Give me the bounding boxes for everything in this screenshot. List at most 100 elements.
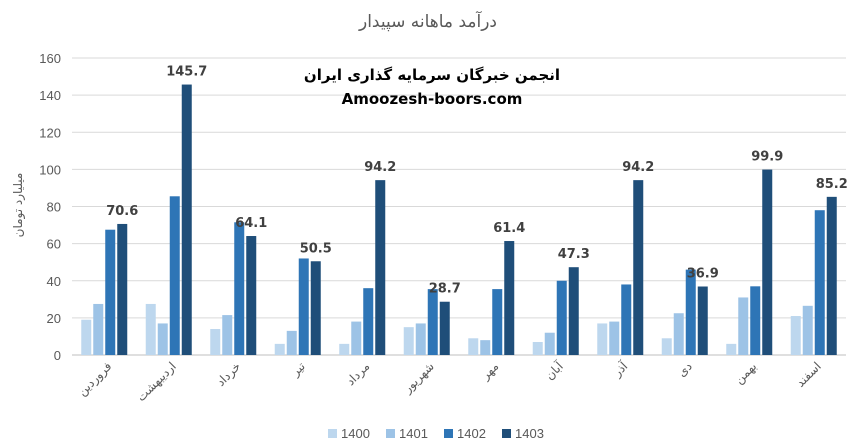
bar-1403-3 [246, 236, 257, 355]
bar-1403-6 [439, 301, 450, 355]
x-category-label: مرداد [343, 359, 373, 389]
x-category-label: بهمن [732, 359, 760, 387]
x-category-label: تیر [288, 359, 309, 380]
bar-1402-6 [427, 289, 438, 355]
bar-1402-3 [234, 222, 245, 355]
bar-1402-11 [750, 286, 761, 355]
bar-1402-5 [363, 288, 374, 355]
data-label: 28.7 [429, 282, 461, 297]
chart-title: درآمد ماهانه سپیدار [358, 10, 497, 32]
bar-1400-5 [339, 343, 350, 355]
bar-1403-1 [117, 223, 128, 355]
legend-swatch [444, 429, 453, 438]
bar-1403-5 [375, 180, 386, 355]
x-axis-categories: فروردین اردیبهشت خرداد تیر مرداد شهریور مهر آبا… [75, 358, 824, 405]
gridlines [72, 57, 846, 356]
bar-1401-6 [415, 323, 426, 355]
bar-1401-1 [93, 303, 104, 355]
bar-1401-4 [286, 330, 297, 355]
bar-1400-11 [726, 343, 737, 355]
y-tick-label: 140 [39, 88, 61, 103]
data-label: 50.5 [300, 241, 332, 256]
bar-1403-11 [762, 169, 773, 355]
y-tick-label: 20 [47, 311, 61, 326]
bar-1400-4 [274, 343, 285, 355]
bar-1402-9 [621, 284, 632, 355]
bar-1403-9 [633, 180, 644, 355]
bar-1400-3 [210, 329, 221, 355]
watermark-line-2: Amoozesh-boors.com [342, 90, 523, 108]
data-label: 94.2 [364, 160, 396, 175]
bar-1403-10 [697, 286, 708, 355]
bar-1400-10 [661, 338, 672, 355]
bar-1403-7 [504, 241, 515, 355]
y-tick-label: 40 [47, 274, 61, 289]
bar-1403-8 [568, 267, 579, 355]
bar-1401-10 [673, 313, 684, 355]
y-tick-label: 60 [47, 237, 61, 252]
data-label: 61.4 [493, 221, 525, 236]
data-labels: 70.6 145.7 64.1 50.5 94.2 28.7 61.4 47.3 94.2 36.… [106, 65, 848, 297]
bar-1402-2 [169, 196, 180, 355]
bar-1403-12 [826, 196, 837, 355]
legend-swatch [502, 429, 511, 438]
y-tick-label: 0 [54, 348, 61, 363]
bar-1401-11 [738, 297, 749, 355]
bar-1402-12 [814, 210, 825, 355]
x-category-label: شهریور [400, 359, 438, 397]
bar-1401-8 [544, 332, 555, 355]
bar-1402-1 [105, 229, 116, 355]
bar-1402-8 [556, 280, 567, 355]
bar-1401-5 [351, 321, 362, 355]
legend-label: 1400 [341, 426, 370, 441]
bar-1400-6 [403, 327, 414, 355]
bar-1403-2 [181, 84, 192, 355]
bar-1401-3 [222, 315, 233, 355]
x-category-label: اسفند [793, 359, 824, 390]
data-label: 47.3 [558, 247, 590, 262]
legend: 1400 1401 1402 1403 [328, 426, 544, 441]
bar-1403-4 [310, 261, 321, 355]
data-label: 94.2 [622, 160, 654, 175]
bar-1402-4 [298, 258, 309, 355]
data-label: 145.7 [166, 65, 207, 80]
x-category-label: مهر [478, 359, 502, 383]
y-tick-label: 80 [47, 200, 61, 215]
x-category-label: اردیبهشت [134, 359, 180, 405]
legend-swatch [386, 429, 395, 438]
x-category-label: آبان [542, 358, 567, 383]
data-label: 64.1 [235, 216, 267, 231]
bar-1401-12 [802, 305, 813, 355]
bar-1400-1 [81, 319, 92, 355]
bar-1400-12 [790, 316, 801, 355]
bar-1402-7 [492, 289, 503, 355]
bar-1400-9 [597, 323, 608, 355]
legend-swatch [328, 429, 337, 438]
x-category-label: خرداد [214, 359, 244, 389]
bar-1400-8 [532, 342, 543, 355]
y-tick-label: 120 [39, 125, 61, 140]
bar-1401-7 [480, 340, 491, 355]
data-label: 85.2 [816, 177, 848, 192]
bar-1400-2 [145, 303, 156, 355]
bars [81, 84, 837, 355]
watermark-line-1: انجمن خبرگان سرمایه گذاری ایران [304, 66, 560, 84]
bar-1402-10 [685, 269, 696, 355]
y-tick-label: 100 [39, 162, 61, 177]
x-category-label: آذر [609, 358, 632, 381]
data-label: 70.6 [106, 204, 138, 219]
x-category-label: دی [675, 359, 695, 379]
legend-label: 1402 [457, 426, 486, 441]
bar-1401-2 [157, 323, 168, 355]
bar-1400-7 [468, 338, 479, 355]
y-tick-label: 160 [39, 51, 61, 66]
data-label: 36.9 [687, 267, 719, 282]
bar-1401-9 [609, 321, 620, 355]
data-label: 99.9 [751, 150, 783, 165]
legend-label: 1403 [515, 426, 544, 441]
y-axis-ticks: 0 20 40 60 80 100 120 140 160 [39, 51, 61, 363]
y-axis-label: میلیارد تومان [11, 173, 26, 238]
legend-label: 1401 [399, 426, 428, 441]
x-category-label: فروردین [75, 359, 115, 399]
